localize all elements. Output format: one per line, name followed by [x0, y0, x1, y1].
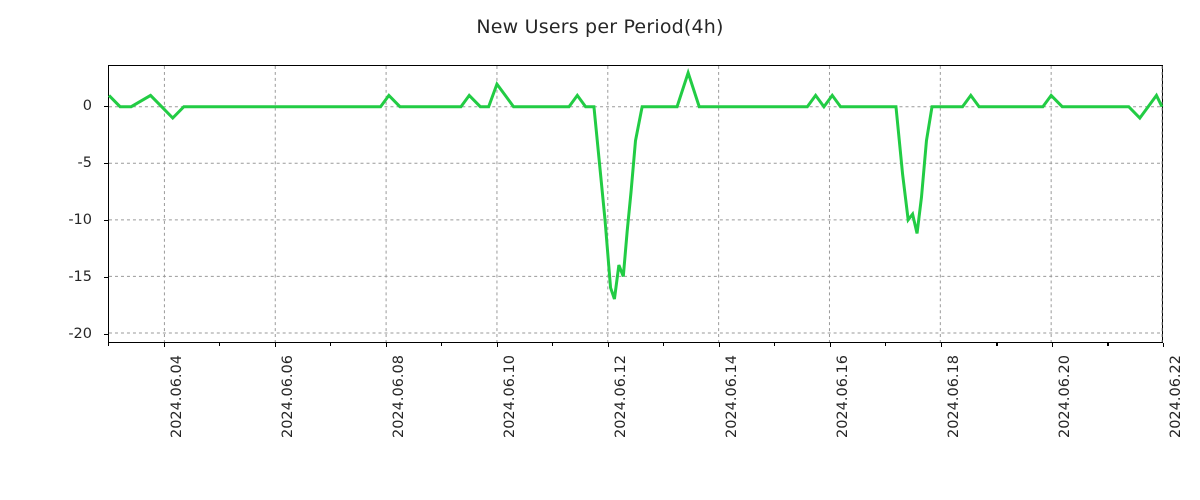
x-tick-mark-major [163, 343, 165, 347]
x-tick-mark-minor [663, 343, 665, 346]
x-tick-mark-major [274, 343, 276, 347]
y-tick-mark [104, 333, 108, 335]
y-tick-label: -5 [77, 154, 92, 171]
x-tick-label: 2024.06.04 [168, 355, 185, 439]
x-tick-mark-major [1163, 343, 1165, 347]
y-tick-mark [104, 276, 108, 278]
x-tick-mark-major [940, 343, 942, 347]
x-tick-label: 2024.06.20 [1056, 355, 1073, 439]
x-tick-mark-major [496, 343, 498, 347]
x-tick-label: 2024.06.12 [612, 355, 629, 439]
y-tick-label: -20 [68, 325, 92, 342]
x-tick-mark-minor [441, 343, 443, 346]
series-line [109, 66, 1162, 342]
x-tick-mark-major [607, 343, 609, 347]
x-tick-mark-minor [219, 343, 221, 346]
x-tick-mark-major [385, 343, 387, 347]
x-tick-label: 2024.06.16 [834, 355, 851, 439]
x-tick-mark-major [1051, 343, 1054, 347]
chart-title: New Users per Period(4h) [476, 16, 724, 38]
x-tick-mark-minor [774, 343, 776, 346]
x-tick-mark-minor [885, 343, 887, 346]
y-tick-mark [104, 219, 108, 222]
x-tick-mark-major [829, 343, 831, 347]
x-tick-mark-minor [108, 343, 110, 346]
x-tick-mark-minor [996, 343, 998, 346]
x-tick-label: 2024.06.06 [279, 355, 296, 439]
x-tick-label: 2024.06.14 [723, 355, 740, 439]
y-tick-label: -10 [68, 211, 92, 228]
x-tick-label: 2024.06.10 [501, 355, 518, 439]
y-tick-mark [104, 106, 108, 108]
x-tick-mark-minor [330, 343, 332, 346]
plot-area [108, 65, 1163, 343]
x-tick-label: 2024.06.08 [390, 355, 407, 439]
x-tick-mark-minor [1107, 343, 1109, 346]
x-tick-mark-minor [552, 343, 554, 346]
x-tick-mark-major [718, 343, 720, 347]
y-tick-mark [104, 162, 108, 165]
x-tick-label: 2024.06.18 [945, 355, 962, 439]
y-tick-label: -15 [68, 268, 92, 285]
y-tick-label: 0 [82, 97, 92, 114]
x-tick-label: 2024.06.22 [1168, 355, 1184, 439]
